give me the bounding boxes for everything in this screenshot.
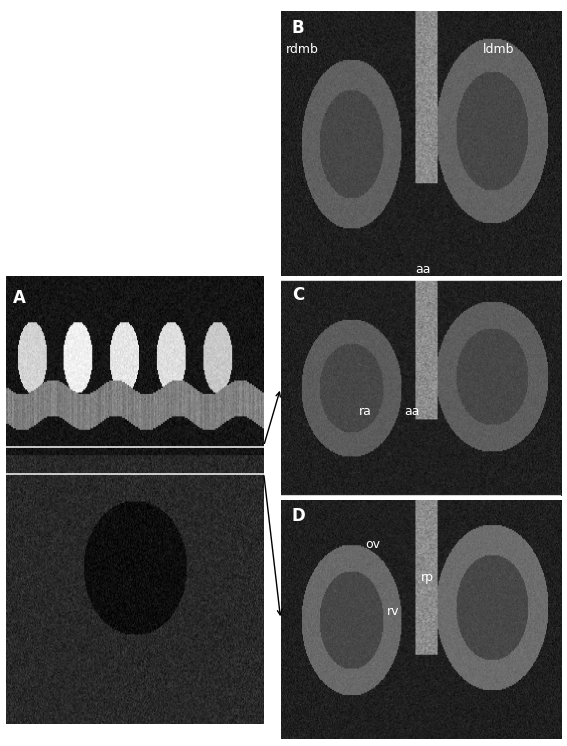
Text: rdmb: rdmb xyxy=(286,43,319,56)
Text: D: D xyxy=(292,507,306,525)
Text: aa: aa xyxy=(416,263,431,276)
Text: ra: ra xyxy=(359,405,372,419)
Text: C: C xyxy=(292,286,304,304)
Text: rp: rp xyxy=(421,571,434,584)
Text: ov: ov xyxy=(365,538,380,551)
Text: ldmb: ldmb xyxy=(483,43,514,56)
Text: B: B xyxy=(292,19,304,37)
Text: A: A xyxy=(14,289,26,307)
Text: rv: rv xyxy=(387,605,400,618)
Text: aa: aa xyxy=(404,405,420,419)
